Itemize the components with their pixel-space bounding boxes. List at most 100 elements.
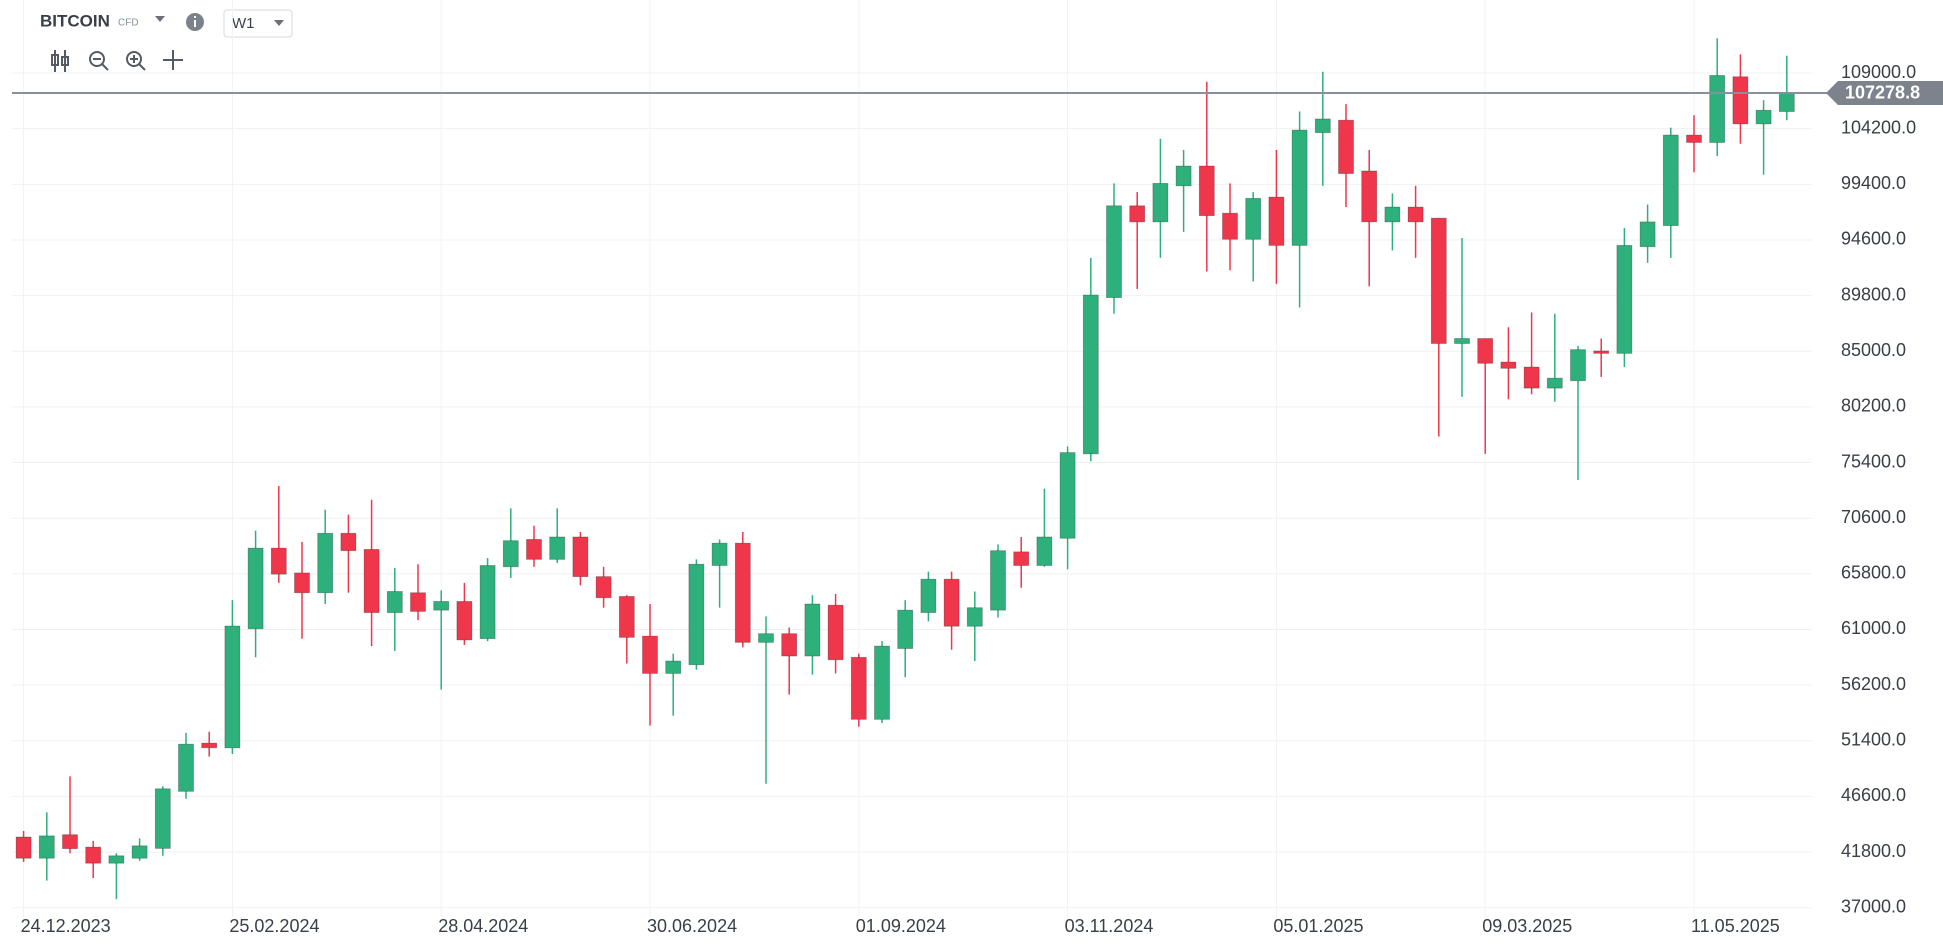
candle-body [294, 572, 310, 594]
candle-body [502, 540, 519, 568]
candle-body [618, 596, 635, 638]
timeframe-dropdown[interactable] [274, 20, 284, 26]
x-tick-label: 24.12.2023 [21, 916, 111, 936]
candle-body [1755, 109, 1772, 125]
pan-button[interactable] [163, 50, 183, 70]
candle-body [154, 788, 171, 849]
candle-body [1338, 119, 1354, 174]
candle-body [85, 846, 102, 864]
candle-body [688, 563, 705, 666]
last-price-box [1838, 80, 1943, 105]
candle-body [410, 592, 426, 612]
toolbar: BITCOIN CFD W1 [40, 9, 293, 72]
candle-body [781, 633, 798, 657]
candle-body [526, 539, 542, 560]
symbol-dropdown[interactable] [155, 16, 165, 22]
candle-body [1546, 377, 1563, 389]
candle-body [1778, 92, 1795, 112]
y-tick-label: 61000.0 [1841, 618, 1906, 638]
y-tick-label: 94600.0 [1841, 229, 1906, 249]
candle-body [665, 660, 682, 674]
candle-body [990, 550, 1006, 611]
candle-body [827, 604, 844, 661]
timeframe-select[interactable] [223, 9, 293, 38]
candle-body [1129, 205, 1146, 223]
candle-body [1152, 182, 1169, 223]
candle-body [874, 645, 890, 720]
candle-body [850, 656, 867, 720]
candle-body [1732, 76, 1749, 125]
candle-body [1454, 338, 1470, 344]
y-tick-label: 99400.0 [1841, 173, 1906, 193]
y-tick-label: 75400.0 [1841, 451, 1906, 471]
chart-type-button[interactable] [51, 50, 69, 72]
candle-body [1430, 217, 1447, 344]
candle-body [1523, 366, 1540, 389]
candle-body [456, 601, 473, 641]
symbol[interactable]: BITCOIN [40, 11, 110, 30]
candle-body [1106, 205, 1122, 298]
y-tick-label: 104200.0 [1841, 117, 1916, 137]
candle-body [131, 845, 148, 859]
candle-body [270, 547, 287, 575]
plot [12, 38, 1838, 900]
zoom-out-button[interactable] [89, 51, 109, 71]
x-tick-label: 11.05.2025 [1691, 916, 1780, 936]
candle-body [38, 835, 55, 859]
y-tick-label: 89800.0 [1841, 284, 1906, 304]
candle-body [1314, 118, 1331, 134]
candle-body [897, 609, 914, 649]
x-tick-label: 05.01.2025 [1273, 916, 1363, 936]
info-glyph [194, 16, 196, 18]
y-tick-label: 65800.0 [1841, 563, 1906, 583]
timeframe: W1 [232, 15, 255, 32]
candle-body [15, 836, 32, 859]
candle-body [224, 625, 241, 749]
y-tick-label: 56200.0 [1841, 674, 1906, 694]
y-tick-label: 41800.0 [1841, 841, 1906, 861]
y-tick-label: 51400.0 [1841, 730, 1906, 750]
zoom-in-button[interactable] [126, 51, 146, 71]
info-glyph [194, 20, 196, 27]
instrument-type: CFD [118, 18, 139, 29]
y-tick-label: 80200.0 [1841, 396, 1906, 416]
candle-body [340, 532, 357, 552]
candle-body [1082, 294, 1099, 455]
candle-body [1036, 536, 1053, 566]
price-axis: 109000.0 104200.0 99400.0 94600.0 89800.0 850… [21, 62, 1943, 936]
candle-body [1222, 212, 1238, 240]
candle-body [1268, 196, 1285, 246]
candle-body [1059, 452, 1076, 539]
x-tick-label: 28.04.2024 [438, 916, 528, 936]
candle-body [1570, 349, 1586, 382]
x-tick-label: 09.03.2025 [1482, 916, 1572, 936]
y-tick-label: 37000.0 [1841, 896, 1906, 916]
y-tick-label: 70600.0 [1841, 507, 1906, 527]
candle-body [920, 578, 937, 613]
candle-body [758, 633, 774, 643]
last-price-pointer [1826, 80, 1838, 105]
candle-body [1639, 221, 1656, 248]
candle-body [804, 603, 821, 657]
candle-body [943, 578, 960, 627]
candle-body [178, 743, 194, 792]
candle-body [1709, 75, 1726, 143]
y-tick-label: 109000.0 [1841, 62, 1916, 82]
candle-body [1477, 338, 1494, 364]
candle-body [711, 542, 728, 566]
candle-body [1291, 129, 1308, 246]
x-tick-label: 25.02.2024 [229, 916, 319, 936]
candle-body [62, 834, 78, 850]
candle-body [595, 576, 612, 599]
candle-body [1245, 197, 1262, 240]
candle-body [734, 542, 751, 643]
last-price-label: 107278.8 [1845, 83, 1920, 103]
x-tick-label: 01.09.2024 [856, 916, 946, 936]
y-tick-label: 46600.0 [1841, 785, 1906, 805]
candle-body [386, 591, 403, 613]
candle-body [317, 532, 334, 594]
candle-body [1662, 134, 1679, 226]
grid [12, 0, 1812, 917]
